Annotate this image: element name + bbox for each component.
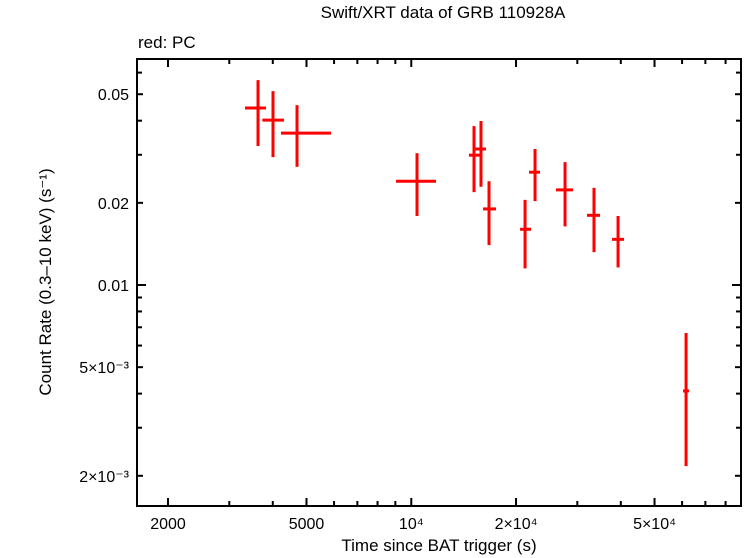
y-axis-label-text: Count Rate (0.3–10 keV) (s⁻¹) <box>36 168 55 396</box>
data-point <box>612 215 625 268</box>
x-tick-label: 5×10⁴ <box>633 516 676 533</box>
plot-frame <box>136 58 742 507</box>
data-point <box>683 333 690 467</box>
x-tick-label: 2×10⁴ <box>495 516 538 533</box>
data-point <box>520 199 531 269</box>
data-series-pc <box>244 80 690 467</box>
data-point <box>483 181 497 246</box>
data-point <box>468 126 481 193</box>
data-point <box>244 80 266 147</box>
data-point <box>587 187 601 253</box>
chart-title: Swift/XRT data of GRB 110928A <box>320 3 566 22</box>
x-tick-label: 5000 <box>289 516 325 533</box>
y-axis-label: Count Rate (0.3–10 keV) (s⁻¹) <box>36 168 56 395</box>
y-tick-label: 2×10⁻³ <box>79 469 129 486</box>
data-point <box>556 162 574 227</box>
axis-tick-labels: 2000 5000 10⁴ 2×10⁴ 5×10⁴ 0.05 0.02 0.01 5×10⁻³ 2… <box>79 87 676 533</box>
x-axis-label: Time since BAT trigger (s) <box>341 536 537 555</box>
data-point <box>396 153 437 216</box>
y-tick-label: 0.02 <box>98 196 129 213</box>
data-point <box>262 91 284 158</box>
data-point <box>529 148 541 202</box>
axis-ticks <box>137 59 741 506</box>
data-point <box>474 120 486 187</box>
y-tick-label: 0.01 <box>98 278 129 295</box>
chart-subtitle: red: PC <box>138 33 196 52</box>
x-tick-label: 10⁴ <box>399 516 424 533</box>
data-point <box>281 105 332 167</box>
y-tick-label: 5×10⁻³ <box>79 360 129 377</box>
x-tick-label: 2000 <box>150 516 186 533</box>
y-tick-label: 0.05 <box>98 87 129 104</box>
